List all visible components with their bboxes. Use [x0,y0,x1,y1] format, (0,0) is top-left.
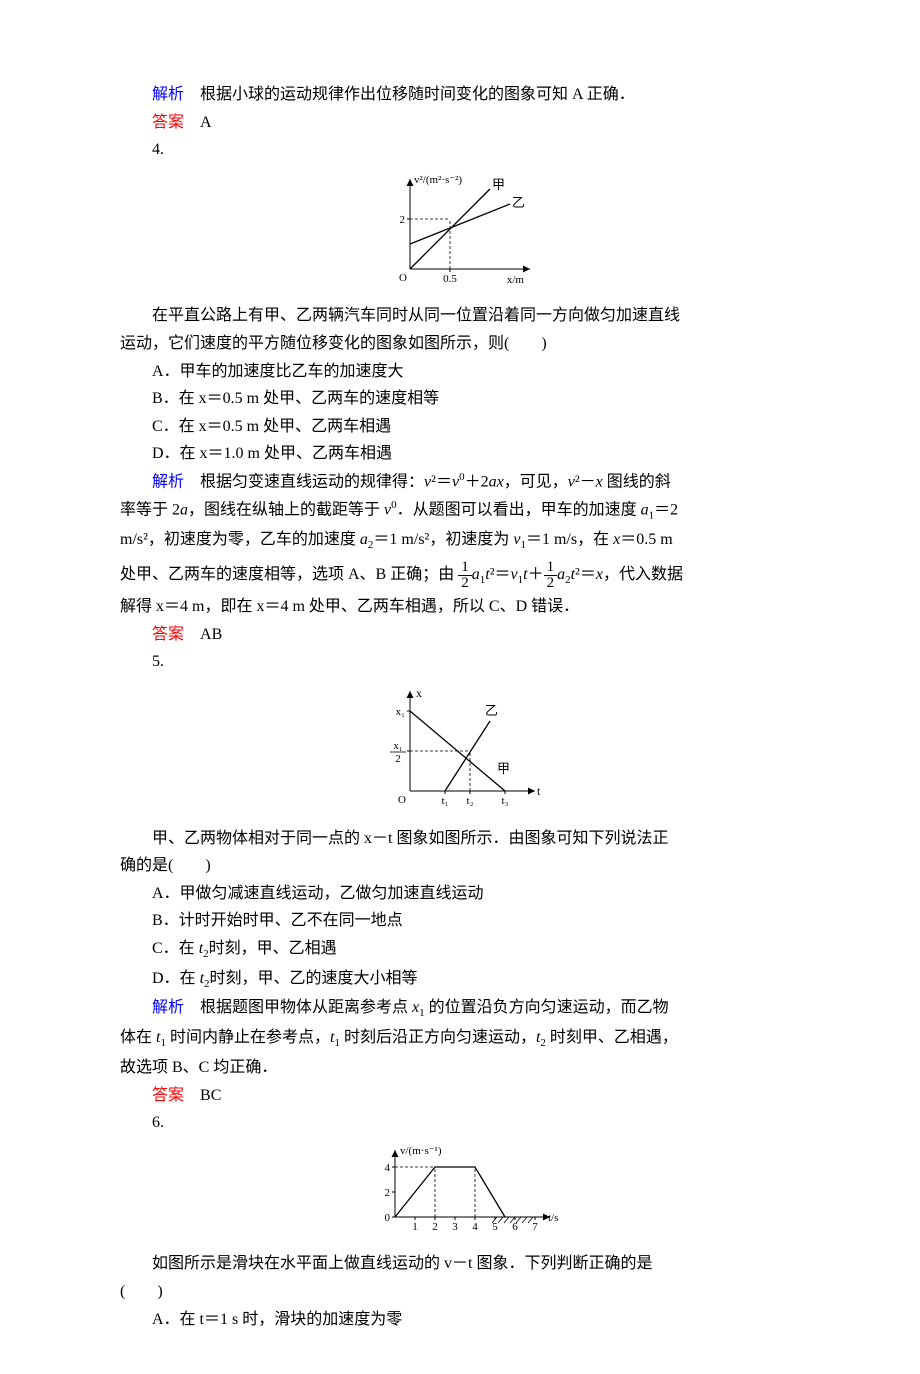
svg-text:x₁: x₁ [396,706,406,718]
q3-analysis: 解析 根据小球的运动规律作出位移随时间变化的图象可知 A 正确． [120,82,800,108]
q4-figure: Ox/m v²/(m²·s⁻²) 甲乙 0.5 2 [120,169,800,298]
q6-number: 6. [120,1110,800,1136]
svg-text:2: 2 [385,1187,391,1199]
answer-label: 答案 [152,114,184,131]
q5-analysis-3: 故选项 B、C 均正确． [120,1055,800,1081]
svg-text:乙: 乙 [485,703,498,718]
answer-label: 答案 [152,1087,184,1104]
svg-text:O: O [399,272,407,284]
svg-text:t₁: t₁ [442,795,449,807]
q3-answer-text: A [184,114,212,131]
q6-stem1: 如图所示是滑块在水平面上做直线运动的 v－t 图象．下列判断正确的是 [120,1251,800,1277]
q5-analysis-2: 体在 t1 时间内静止在参考点，t1 时刻后沿正方向匀速运动，t2 时刻甲、乙相… [120,1025,800,1053]
svg-text:2: 2 [432,1221,438,1233]
q4-optB: B．在 x＝0.5 m 处甲、乙两车的速度相等 [152,386,800,412]
svg-text:t₂: t₂ [467,795,474,807]
svg-text:x₁: x₁ [393,740,403,752]
q6-optA: A．在 t＝1 s 时，滑块的加速度为零 [152,1307,800,1333]
svg-text:t: t [537,784,541,798]
svg-text:4: 4 [385,1162,391,1174]
svg-text:O: O [398,794,406,806]
svg-text:x: x [416,686,422,700]
q4-answer: 答案 AB [120,622,800,648]
q4-analysis-4: 处甲、乙两车的速度相等，选项 A、B 正确；由 12a1t²＝v1t＋12a2t… [120,557,800,592]
analysis-label: 解析 [152,473,184,490]
q5-stem2: 确的是( ) [120,853,800,879]
q5-optA: A．甲做匀减速直线运动，乙做匀加速直线运动 [152,881,800,907]
svg-text:甲: 甲 [492,177,505,192]
q4-number: 4. [120,137,800,163]
svg-text:3: 3 [452,1221,458,1233]
svg-text:1: 1 [412,1221,418,1233]
q5-answer: 答案 BC [120,1083,800,1109]
svg-text:0.5: 0.5 [443,273,457,285]
svg-text:v/(m·s⁻¹): v/(m·s⁻¹) [400,1145,442,1157]
svg-text:2: 2 [400,214,406,226]
q6-figure: t/s v/(m·s⁻¹) 1 2 3 4 5 6 7 0 2 4 [120,1142,800,1246]
analysis-label: 解析 [152,999,184,1016]
svg-text:4: 4 [472,1221,478,1233]
q3-analysis-text: 根据小球的运动规律作出位移随时间变化的图象可知 A 正确． [184,86,635,103]
q5-optC: C．在 t2时刻，甲、乙相遇 [152,936,800,964]
q5-analysis-1: 解析 根据题图甲物体从距离参考点 x1 的位置沿负方向匀速运动，而乙物 [120,995,800,1023]
q3-answer: 答案 A [120,110,800,136]
q5-stem1: 甲、乙两物体相对于同一点的 x－t 图象如图所示．由图象可知下列说法正 [120,826,800,852]
svg-text:0: 0 [385,1212,391,1224]
q6-stem2: ( ) [120,1279,800,1305]
q4-optC: C．在 x＝0.5 m 处甲、乙两车相遇 [152,414,800,440]
svg-text:5: 5 [492,1221,498,1233]
q5-number: 5. [120,649,800,675]
svg-text:x/m: x/m [507,274,525,286]
svg-text:v²/(m²·s⁻²): v²/(m²·s⁻²) [414,174,462,186]
q5-optB: B．计时开始时甲、乙不在同一地点 [152,908,800,934]
q4-analysis-2: 率等于 2a，图线在纵轴上的截距等于 v0．从题图可以看出，甲车的加速度 a1＝… [120,497,800,525]
q4-analysis-5: 解得 x＝4 m，即在 x＝4 m 处甲、乙两车相遇，所以 C、D 错误． [120,594,800,620]
svg-text:7: 7 [532,1221,538,1233]
q4-stem1: 在平直公路上有甲、乙两辆汽车同时从同一位置沿着同一方向做匀加速直线 [120,303,800,329]
q4-optD: D．在 x＝1.0 m 处甲、乙两车相遇 [152,441,800,467]
answer-label: 答案 [152,626,184,643]
q5-figure: Otx甲乙t₁t₂t₃x₁x₁2 [120,681,800,820]
svg-text:甲: 甲 [497,761,510,776]
q5-optD: D．在 t2时刻，甲、乙的速度大小相等 [152,966,800,994]
svg-text:6: 6 [512,1221,518,1233]
svg-text:2: 2 [395,753,401,765]
q4-analysis-3: m/s²，初速度为零，乙车的加速度 a2＝1 m/s²，初速度为 v1＝1 m/… [120,527,800,555]
q4-analysis-1: 解析 根据匀变速直线运动的规律得：v²＝v0＋2ax，可见，v²－x 图线的斜 [120,469,800,495]
q4-stem2: 运动，它们速度的平方随位移变化的图象如图所示，则( ) [120,331,800,357]
q4-optA: A．甲车的加速度比乙车的加速度大 [152,359,800,385]
analysis-label: 解析 [152,86,184,103]
svg-text:t₃: t₃ [502,795,509,807]
svg-text:t/s: t/s [548,1212,558,1224]
svg-text:乙: 乙 [512,195,525,210]
